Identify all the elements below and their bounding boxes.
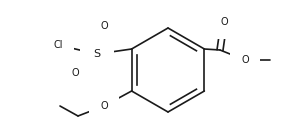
Text: O: O <box>241 55 249 65</box>
Text: S: S <box>93 49 101 59</box>
Text: O: O <box>71 68 79 78</box>
Text: O: O <box>100 101 108 111</box>
Text: O: O <box>220 17 228 27</box>
Text: O: O <box>100 21 108 31</box>
Text: Cl: Cl <box>53 40 63 50</box>
